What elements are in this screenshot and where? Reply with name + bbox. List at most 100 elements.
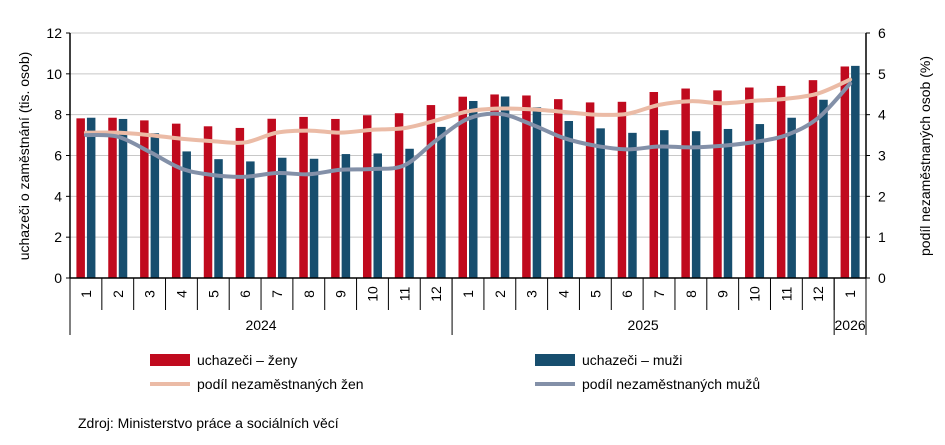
bar-men — [787, 117, 796, 279]
bar-women — [203, 126, 213, 278]
bar-men — [246, 161, 255, 278]
bar-men — [373, 153, 382, 278]
y-right-tick-label: 2 — [878, 188, 886, 204]
bar-men — [150, 133, 160, 278]
y-right-tick-label: 0 — [878, 270, 886, 286]
x-tick-label: 10 — [364, 286, 380, 302]
y-tick-label: 4 — [54, 188, 62, 204]
x-tick-label: 10 — [747, 286, 763, 302]
bar-men — [660, 130, 669, 278]
x-tick-label: 1 — [842, 290, 858, 298]
y-tick-label: 10 — [46, 66, 62, 82]
bar-men — [564, 120, 574, 278]
x-tick-label: 9 — [333, 290, 349, 298]
bar-men — [851, 65, 860, 278]
bar-women — [299, 116, 308, 278]
x-tick-label: 3 — [142, 290, 158, 298]
bar-men — [596, 128, 605, 278]
bar-men — [405, 148, 414, 278]
y-tick-label: 2 — [54, 229, 62, 245]
x-tick-label: 11 — [396, 287, 412, 302]
y-tick-label: 12 — [46, 25, 62, 41]
x-tick-label: 2 — [110, 290, 126, 298]
bar-men — [277, 157, 287, 278]
bar-women — [617, 101, 627, 278]
y-right-tick-label: 5 — [878, 66, 886, 82]
bar-women — [745, 87, 754, 278]
y-tick-label: 0 — [54, 270, 62, 286]
bar-men — [309, 158, 319, 278]
x-tick-label: 8 — [301, 290, 317, 298]
bar-women — [171, 123, 181, 279]
bar-women — [554, 99, 563, 279]
line-men-rate — [83, 81, 853, 179]
bar-men — [500, 96, 510, 278]
x-tick-label: 5 — [205, 290, 221, 298]
bar-men — [819, 99, 828, 278]
y-right-tick-label: 3 — [878, 148, 886, 164]
bar-men — [437, 126, 446, 279]
bar-women — [776, 85, 786, 278]
bar-women — [808, 80, 818, 278]
bar-women — [394, 113, 404, 278]
bar-women — [331, 118, 340, 279]
x-tick-label: 1 — [460, 290, 476, 298]
bar-men — [469, 100, 478, 278]
y-right-tick-label: 6 — [878, 25, 886, 41]
legend-swatch — [535, 354, 575, 366]
y-axis-label: uchazeči o zaměstnání (tis. osob) — [16, 52, 32, 261]
x-tick-label: 11 — [778, 287, 794, 302]
legend-label: podíl nezaměstnaných žen — [197, 376, 364, 392]
source-note: Zdroj: Ministerstvo práce a sociálních v… — [78, 415, 339, 431]
year-label: 2025 — [628, 317, 659, 333]
bar-men — [118, 118, 128, 279]
x-tick-label: 3 — [524, 290, 540, 298]
y-tick-label: 6 — [54, 148, 62, 164]
bar-men — [532, 107, 542, 278]
bar-men — [691, 131, 701, 278]
bar-women — [522, 95, 531, 278]
bar-women — [585, 102, 595, 279]
x-tick-label: 12 — [810, 286, 826, 302]
x-tick-label: 1 — [78, 290, 94, 298]
x-tick-label: 6 — [619, 290, 635, 298]
x-tick-label: 4 — [556, 290, 572, 298]
bar-women — [458, 96, 467, 278]
bar-women — [362, 115, 372, 278]
line-women-rate — [83, 77, 853, 145]
bar-women — [267, 118, 276, 278]
x-tick-label: 9 — [715, 290, 731, 298]
bar-women — [490, 94, 499, 279]
legend-swatch — [150, 354, 190, 366]
x-tick-label: 4 — [173, 290, 189, 298]
bar-women — [140, 120, 149, 278]
bar-women — [713, 90, 722, 278]
x-tick-label: 7 — [651, 290, 667, 298]
bar-men — [755, 124, 765, 278]
bar-men — [341, 154, 351, 278]
bar-women — [649, 92, 659, 278]
bar-women — [681, 88, 690, 279]
bar-men — [86, 117, 96, 279]
bar-men — [628, 132, 637, 278]
bar-women — [108, 117, 117, 279]
bar-women — [426, 105, 436, 278]
x-tick-label: 5 — [587, 290, 603, 298]
x-tick-label: 2 — [492, 290, 508, 298]
bar-women — [76, 118, 85, 278]
year-label: 2026 — [835, 317, 866, 333]
bar-men — [214, 159, 223, 278]
x-tick-label: 7 — [269, 290, 285, 298]
bar-men — [182, 151, 191, 278]
y-tick-label: 8 — [54, 107, 62, 123]
x-tick-label: 6 — [237, 290, 253, 298]
legend-label: uchazeči – ženy — [197, 352, 297, 368]
x-tick-label: 12 — [428, 286, 444, 302]
y-right-tick-label: 4 — [878, 107, 886, 123]
y-right-tick-label: 1 — [878, 229, 886, 245]
legend-label: uchazeči – muži — [582, 352, 682, 368]
legend-label: podíl nezaměstnaných mužů — [582, 376, 760, 392]
x-tick-label: 8 — [683, 290, 699, 298]
